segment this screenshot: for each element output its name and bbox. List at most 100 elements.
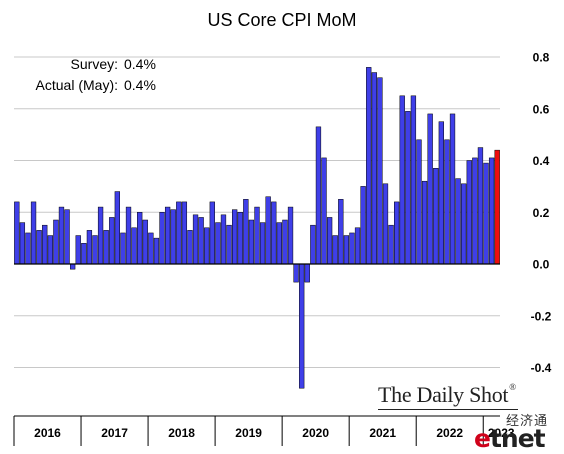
bar	[259, 222, 266, 265]
bar	[220, 214, 227, 265]
bar	[310, 224, 316, 265]
bar	[461, 183, 467, 265]
bar	[299, 263, 305, 389]
annotation-survey-label: Survey:	[70, 56, 118, 72]
bar	[92, 235, 98, 265]
watermark-etnet: etnet	[474, 424, 546, 453]
bar	[477, 147, 484, 265]
y-tick-label: 0.6	[533, 102, 550, 116]
y-tick-label: 0.0	[533, 258, 550, 272]
bar	[483, 162, 489, 265]
watermark-e: e	[474, 424, 491, 453]
annotation-survey-value: 0.4%	[124, 56, 156, 72]
x-year-label: 2021	[369, 426, 396, 440]
annotation-survey: Survey: 0.4%	[8, 56, 156, 72]
bar	[444, 139, 450, 265]
bar	[254, 206, 260, 265]
bar	[103, 230, 109, 265]
bar	[109, 217, 115, 265]
brand-name: The Daily Shot	[378, 382, 509, 407]
bar	[153, 237, 160, 265]
bar	[14, 201, 20, 265]
bar	[159, 212, 165, 265]
annotation-actual-label: Actual (May):	[35, 77, 118, 93]
bar	[204, 227, 210, 265]
bar	[433, 168, 439, 265]
bar	[75, 235, 81, 265]
y-tick-label: 0.8	[533, 51, 550, 65]
bar	[137, 212, 143, 265]
bar	[25, 232, 31, 265]
brand-underline	[378, 409, 518, 410]
bar	[371, 72, 377, 265]
bar	[237, 212, 243, 265]
bar	[377, 77, 383, 265]
bar	[354, 227, 361, 265]
bar	[120, 232, 126, 265]
bar	[198, 217, 204, 265]
annotation-actual: Actual (May): 0.4%	[8, 77, 156, 93]
bar	[410, 95, 417, 265]
bar	[326, 217, 333, 265]
bar	[427, 113, 433, 265]
y-tick-label: 0.2	[533, 206, 550, 220]
bar	[215, 222, 221, 265]
bar	[265, 196, 271, 265]
bar	[282, 219, 288, 265]
bar	[394, 201, 400, 265]
bar	[209, 201, 215, 265]
bar	[70, 263, 76, 270]
bar	[248, 219, 255, 265]
x-year-label: 2016	[34, 426, 61, 440]
bar	[181, 201, 188, 265]
x-year-label: 2022	[436, 426, 463, 440]
watermark-rest: tnet	[489, 424, 546, 453]
bar	[36, 230, 42, 265]
bar	[399, 95, 405, 265]
brand-mark: ®	[509, 382, 516, 392]
bar	[405, 111, 411, 265]
bar	[42, 224, 48, 265]
bar	[488, 157, 495, 265]
bar	[131, 227, 137, 265]
x-year-label: 2020	[302, 426, 329, 440]
bar	[304, 263, 310, 283]
y-tick-label: -0.2	[531, 309, 552, 323]
bar	[366, 67, 372, 265]
bar	[58, 206, 65, 265]
bar	[332, 235, 338, 265]
bar	[81, 243, 87, 265]
x-year-label: 2019	[235, 426, 262, 440]
bar	[114, 191, 120, 265]
bar	[64, 209, 70, 265]
bar	[315, 126, 322, 265]
bar	[30, 201, 37, 265]
bar	[97, 206, 104, 265]
bar	[343, 235, 350, 265]
bar	[243, 199, 249, 265]
bar	[170, 209, 176, 265]
x-year-label: 2023	[488, 426, 515, 440]
chart-title: US Core CPI MoM	[207, 10, 357, 30]
watermark-chinese: 经济通	[506, 414, 549, 429]
bar	[232, 209, 238, 265]
bar	[338, 199, 344, 265]
bar	[176, 201, 182, 265]
bar	[276, 222, 282, 265]
bar	[360, 186, 366, 265]
bar	[148, 232, 154, 265]
bar	[388, 224, 394, 265]
bar	[449, 113, 456, 265]
bar	[438, 121, 444, 265]
bar	[382, 183, 389, 265]
bar	[164, 206, 171, 265]
bar	[421, 180, 428, 265]
bar	[187, 230, 193, 265]
bar	[293, 263, 299, 283]
bar	[321, 157, 327, 265]
bar	[125, 206, 132, 265]
x-year-label: 2017	[101, 426, 128, 440]
bar	[472, 157, 478, 265]
